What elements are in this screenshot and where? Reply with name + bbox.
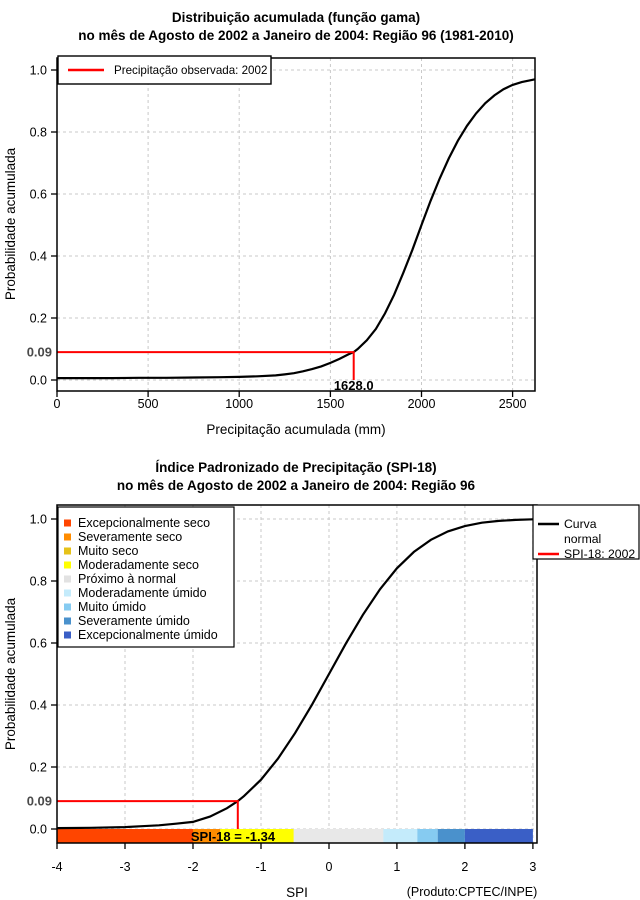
category-legend-box <box>57 506 235 648</box>
reference-probability-label: 0.09 <box>27 794 52 809</box>
category-swatch <box>64 603 71 611</box>
y-tick-label: 0.2 <box>30 312 47 326</box>
x-tick-label: -2 <box>187 860 198 874</box>
plot-border <box>56 57 536 392</box>
chart-title: Índice Padronizado de Precipitação (SPI-… <box>155 460 437 475</box>
category-label: Moderadamente úmido <box>78 586 207 600</box>
spi-category-bar-segment <box>383 829 418 843</box>
chart-subtitle: no mês de Agosto de 2002 a Janeiro de 20… <box>116 478 476 493</box>
spi-cdf-chart: Índice Padronizado de Precipitação (SPI-… <box>0 450 640 900</box>
cdf-curve <box>56 518 533 830</box>
spi-category-bar-segment <box>193 829 221 843</box>
line-legend-label: SPI-18: 2002 <box>564 547 635 561</box>
y-tick-label: 0.0 <box>30 823 47 837</box>
line-legend-box <box>532 504 640 560</box>
y-axis-title: Probabilidade acumulada <box>3 597 18 750</box>
x-tick-label: 0 <box>54 397 61 411</box>
y-axis-title: Probabilidade acumulada <box>3 147 18 300</box>
annotation-highlight <box>220 829 294 843</box>
chart-titles: Distribuição acumulada (função gama) no … <box>0 9 592 45</box>
y-tick-label: 0.2 <box>30 761 47 775</box>
legend-label: Precipitação observada: 2002 <box>114 64 267 77</box>
category-swatch <box>64 561 71 569</box>
y-tick-label: 0.4 <box>30 699 47 713</box>
x-tick-label: 1000 <box>225 397 253 411</box>
x-axis-title: Precipitação acumulada (mm) <box>206 422 385 437</box>
category-label: Moderadamente seco <box>78 558 199 572</box>
x-tick-label: 500 <box>138 397 159 411</box>
spi-value-annotation: SPI-18 = -1.34 <box>191 829 276 844</box>
x-tick-label: 1500 <box>316 397 344 411</box>
x-tick-label: 3 <box>529 860 536 874</box>
chart-subtitle: no mês de Agosto de 2002 a Janeiro de 20… <box>78 28 514 43</box>
category-label: Severamente seco <box>78 530 182 544</box>
x-tick-label: -4 <box>51 860 62 874</box>
y-tick-label: 0.0 <box>30 374 47 388</box>
x-axis-title: SPI <box>286 885 308 900</box>
x-tick-label: 1 <box>393 860 400 874</box>
line-legend-label: Curva <box>564 517 597 531</box>
category-label: Próximo à normal <box>78 572 176 586</box>
category-label: Excepcionalmente seco <box>78 516 210 530</box>
y-tick-label: 0.8 <box>30 575 47 589</box>
x-tick-label: 2 <box>461 860 468 874</box>
reference-probability-label: 0.09 <box>27 345 52 360</box>
y-tick-label: 0.6 <box>30 188 47 202</box>
category-swatch <box>64 589 71 597</box>
gamma-cdf-chart: Distribuição acumulada (função gama) no … <box>0 9 592 437</box>
category-swatch <box>64 617 71 625</box>
spi-category-bar-segment <box>464 829 533 843</box>
category-label: Muito úmido <box>78 600 146 614</box>
spi-category-bar-segment <box>57 829 193 843</box>
line-legend-label: normal <box>564 532 601 546</box>
category-swatch <box>64 575 71 583</box>
x-tick-label: -1 <box>255 860 266 874</box>
y-tick-label: 0.4 <box>30 250 47 264</box>
x-tick-label: 2000 <box>408 397 436 411</box>
chart-titles: Índice Padronizado de Precipitação (SPI-… <box>0 459 592 495</box>
y-tick-label: 0.6 <box>30 637 47 651</box>
category-swatch <box>64 519 71 527</box>
y-tick-label: 0.8 <box>30 126 47 140</box>
plot-border <box>56 504 538 844</box>
x-tick-label: -3 <box>119 860 130 874</box>
x-tick-label: 0 <box>326 860 333 874</box>
spi-category-bar-segment <box>417 829 438 843</box>
observed-reference-line <box>57 800 239 829</box>
category-swatch <box>64 631 71 639</box>
category-label: Severamente úmido <box>78 614 190 628</box>
category-swatch <box>64 533 71 541</box>
spi-cdf-plot: 0.09 SPI-18 = -1.34 -4 -3 -2 -1 0 1 2 3 1.0 0.8 0.6 0… <box>3 504 640 900</box>
spi-category-bar-segment <box>437 829 465 843</box>
cdf-curve <box>57 78 536 380</box>
y-tick-label: 1.0 <box>30 64 47 78</box>
product-credit: (Produto:CPTEC/INPE) <box>407 885 538 899</box>
category-label: Excepcionalmente úmido <box>78 628 218 642</box>
y-tick-label: 1.0 <box>30 513 47 527</box>
category-swatch <box>64 547 71 555</box>
spi-category-bar-segment <box>274 829 384 843</box>
observed-reference-line <box>57 351 355 380</box>
x-tick-label: 2500 <box>499 397 527 411</box>
chart-title: Distribuição acumulada (função gama) <box>171 10 421 25</box>
precip-value-annotation: 1628.0 <box>334 378 374 393</box>
category-label: Muito seco <box>78 544 138 558</box>
gamma-cdf-plot: 0.09 1628.0 0 500 1000 1500 2000 2500 1.0 0.8 0.6 0… <box>3 55 536 437</box>
